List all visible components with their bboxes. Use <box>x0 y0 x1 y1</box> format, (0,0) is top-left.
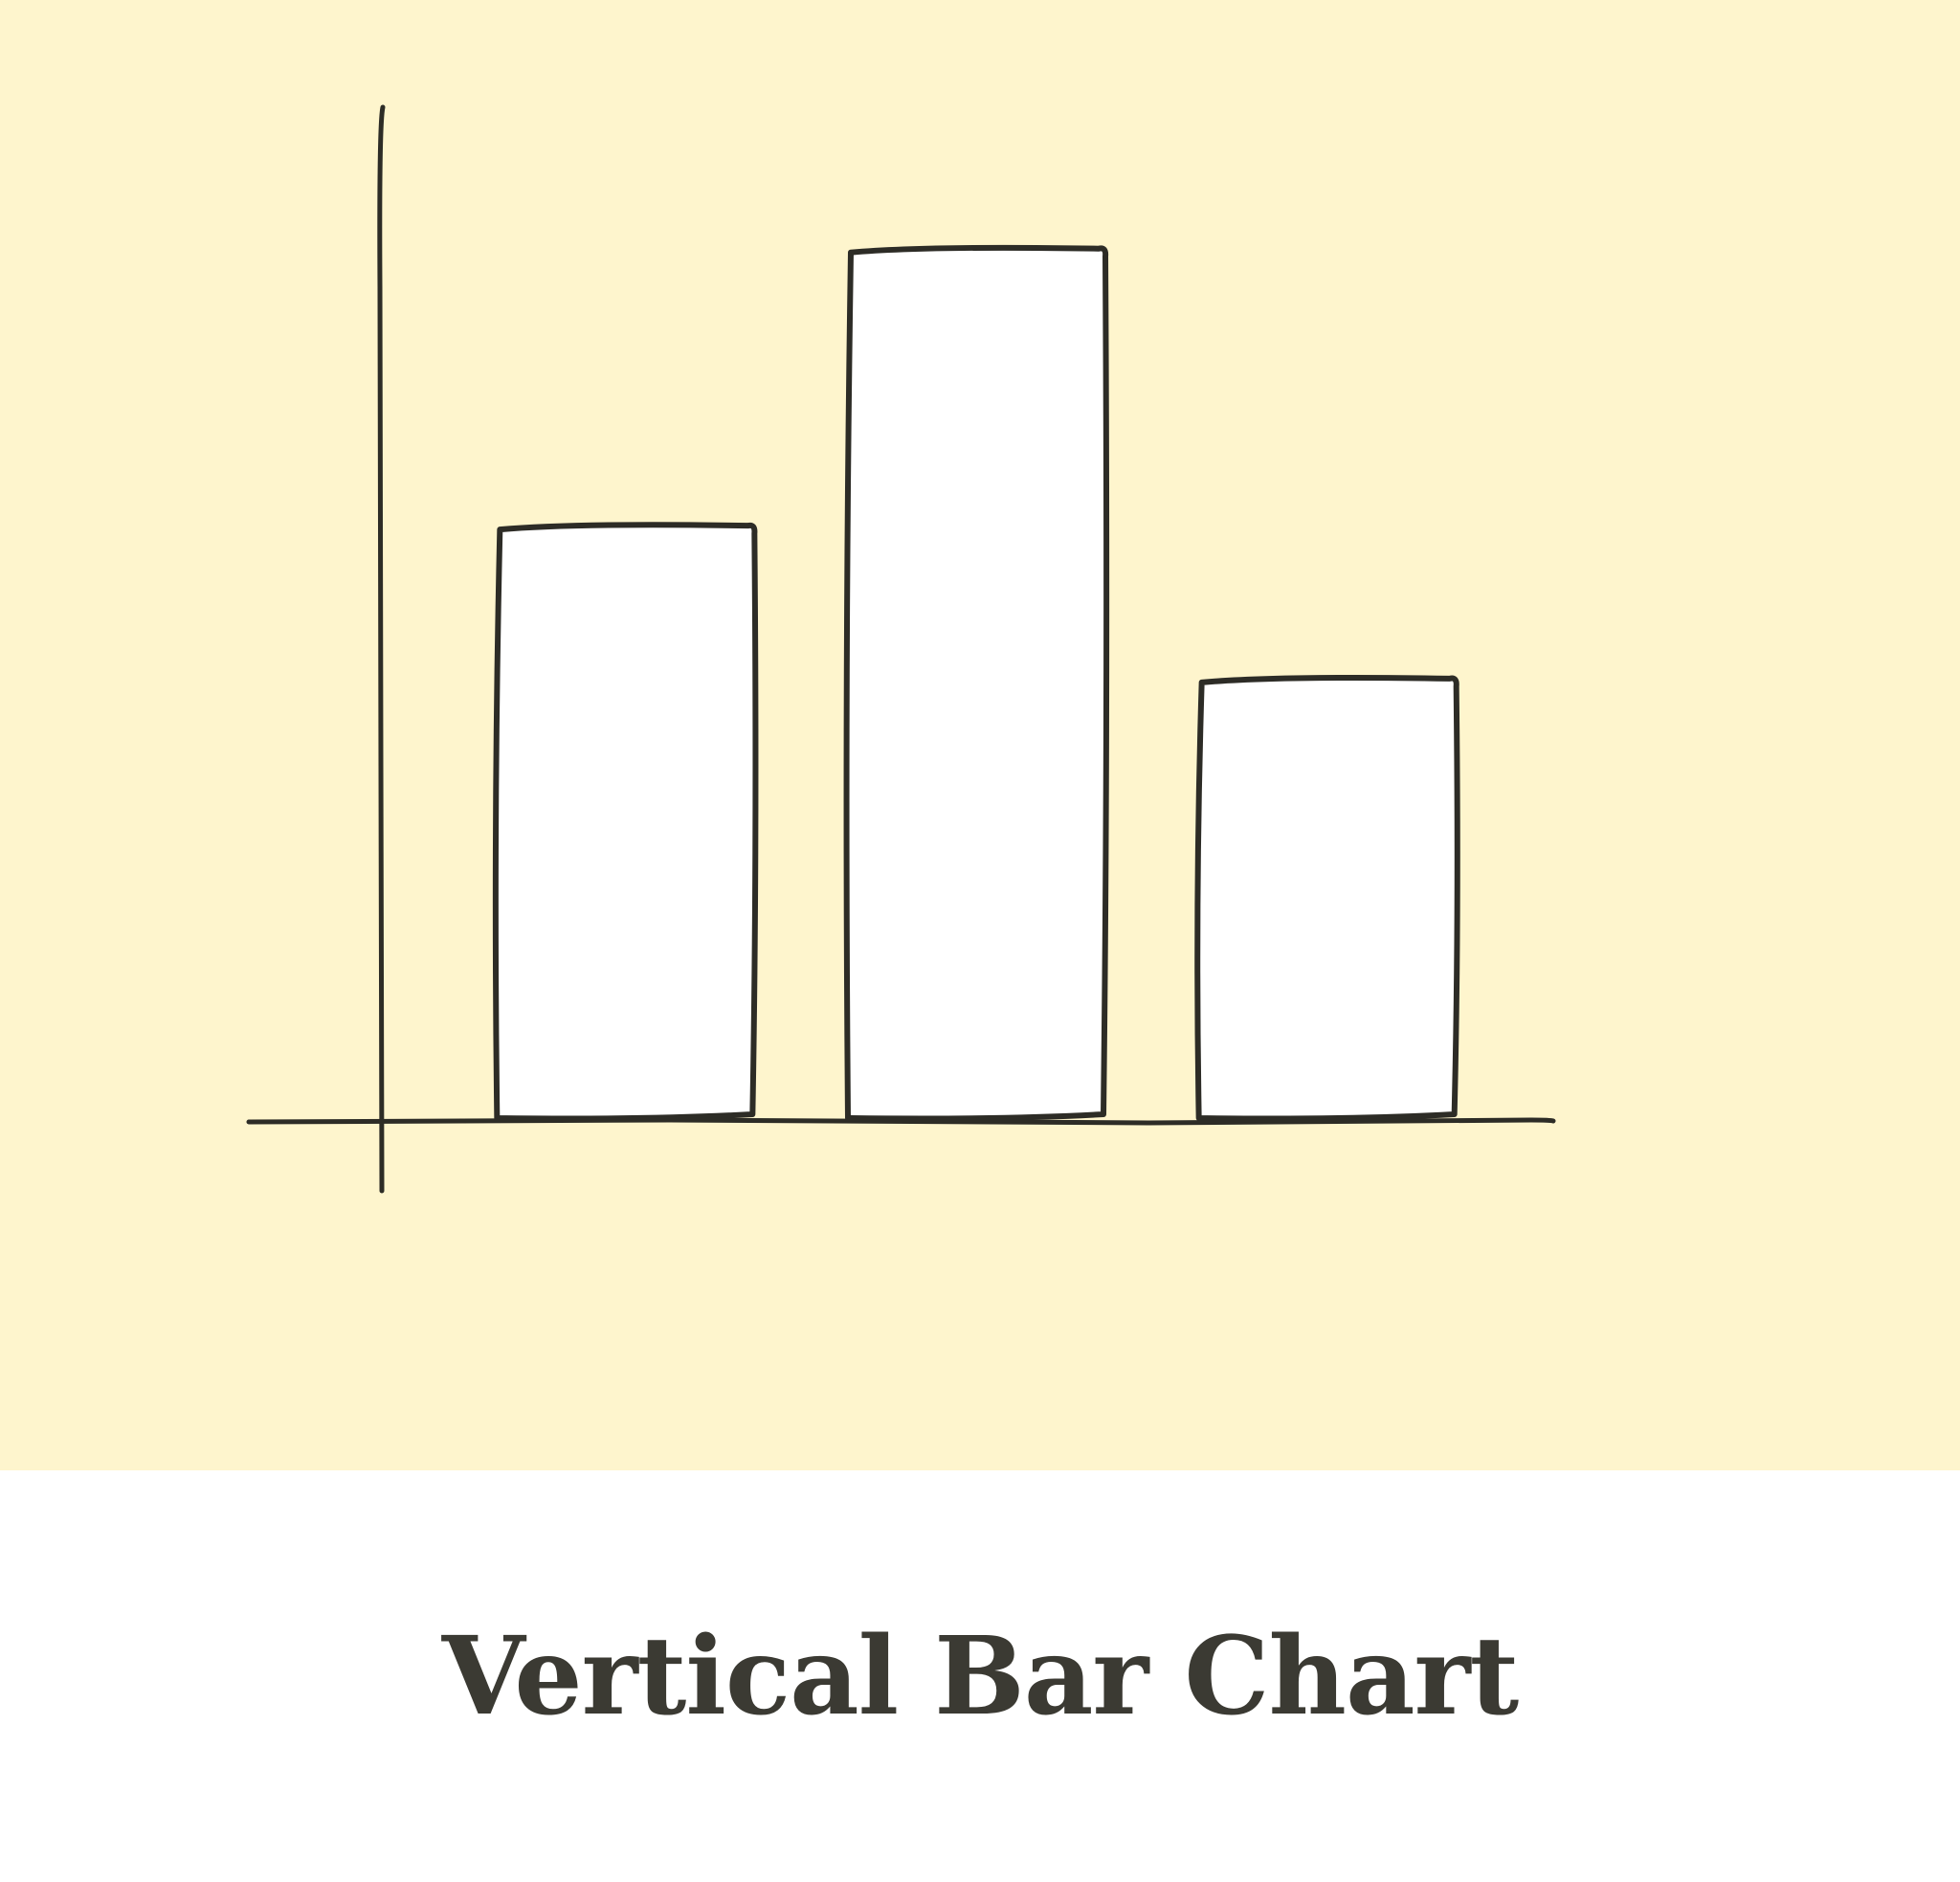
bars-group <box>492 244 1460 1122</box>
caption-title: Vertical Bar Chart <box>441 1613 1520 1739</box>
bar-chart-illustration <box>0 0 1960 1470</box>
x-axis-line <box>246 1117 1556 1126</box>
bar-2 <box>843 244 1110 1122</box>
caption-area: Vertical Bar Chart <box>0 1470 1960 1882</box>
y-axis-line <box>377 104 386 1194</box>
bar-3 <box>1194 674 1460 1122</box>
bar-1 <box>492 522 759 1122</box>
